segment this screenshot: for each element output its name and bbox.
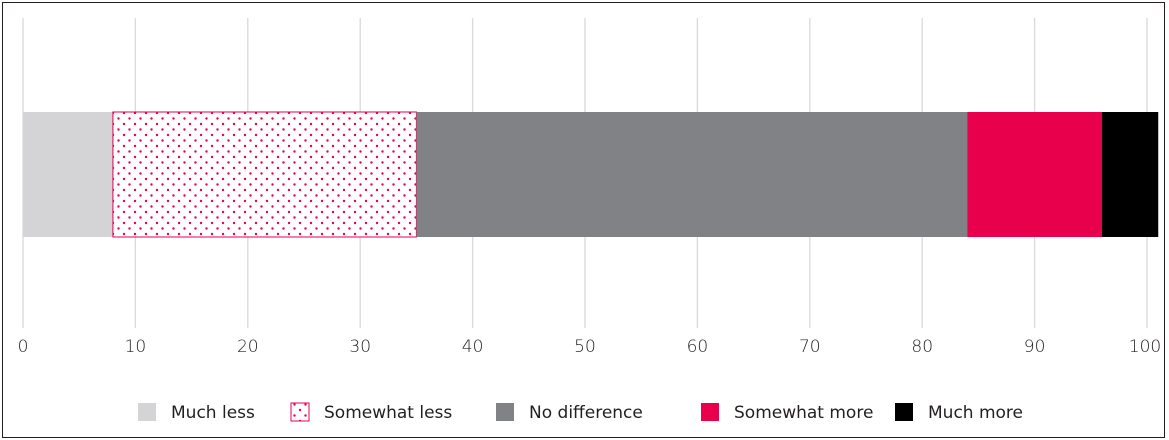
legend-swatch [895,403,913,421]
legend-swatch [138,403,156,421]
x-tick-label: 50 [574,337,596,357]
legend-label: Somewhat less [324,403,452,423]
bar-segment-no-difference [416,112,968,237]
x-tick-label: 90 [1024,337,1046,357]
x-tick-label: 70 [799,337,821,357]
legend-label: Much less [171,403,255,423]
legend: Much less Somewhat less No difference Somew… [138,402,1023,423]
legend-label: Somewhat more [734,403,873,423]
legend-swatch [496,403,514,421]
x-tick-label: 80 [911,337,933,357]
bar-segment-much-less [23,112,113,237]
legend-item: Much less [138,403,255,423]
bar-segments [23,111,1159,238]
legend-item: Much more [895,403,1023,423]
x-tick-label: 30 [349,337,371,357]
legend-swatch [701,403,719,421]
legend-item: Somewhat less [290,402,452,423]
legend-label: Much more [928,403,1023,423]
x-tick-label: 60 [687,337,709,357]
legend-item: Somewhat more [701,403,873,423]
bar-segment-much-more [1102,112,1159,237]
x-tick-labels: 0 10 20 30 40 50 60 70 80 90 100 [18,337,1162,357]
legend-swatch [290,402,310,422]
x-tick-label: 100 [1129,337,1161,357]
x-tick-label: 40 [462,337,484,357]
legend-item: No difference [496,403,643,423]
x-tick-label: 10 [125,337,147,357]
x-tick-label: 20 [237,337,259,357]
x-tick-label: 0 [18,337,29,357]
legend-label: No difference [529,403,643,423]
bar-segment-somewhat-less [112,111,417,238]
bar-segment-somewhat-more [967,112,1103,237]
